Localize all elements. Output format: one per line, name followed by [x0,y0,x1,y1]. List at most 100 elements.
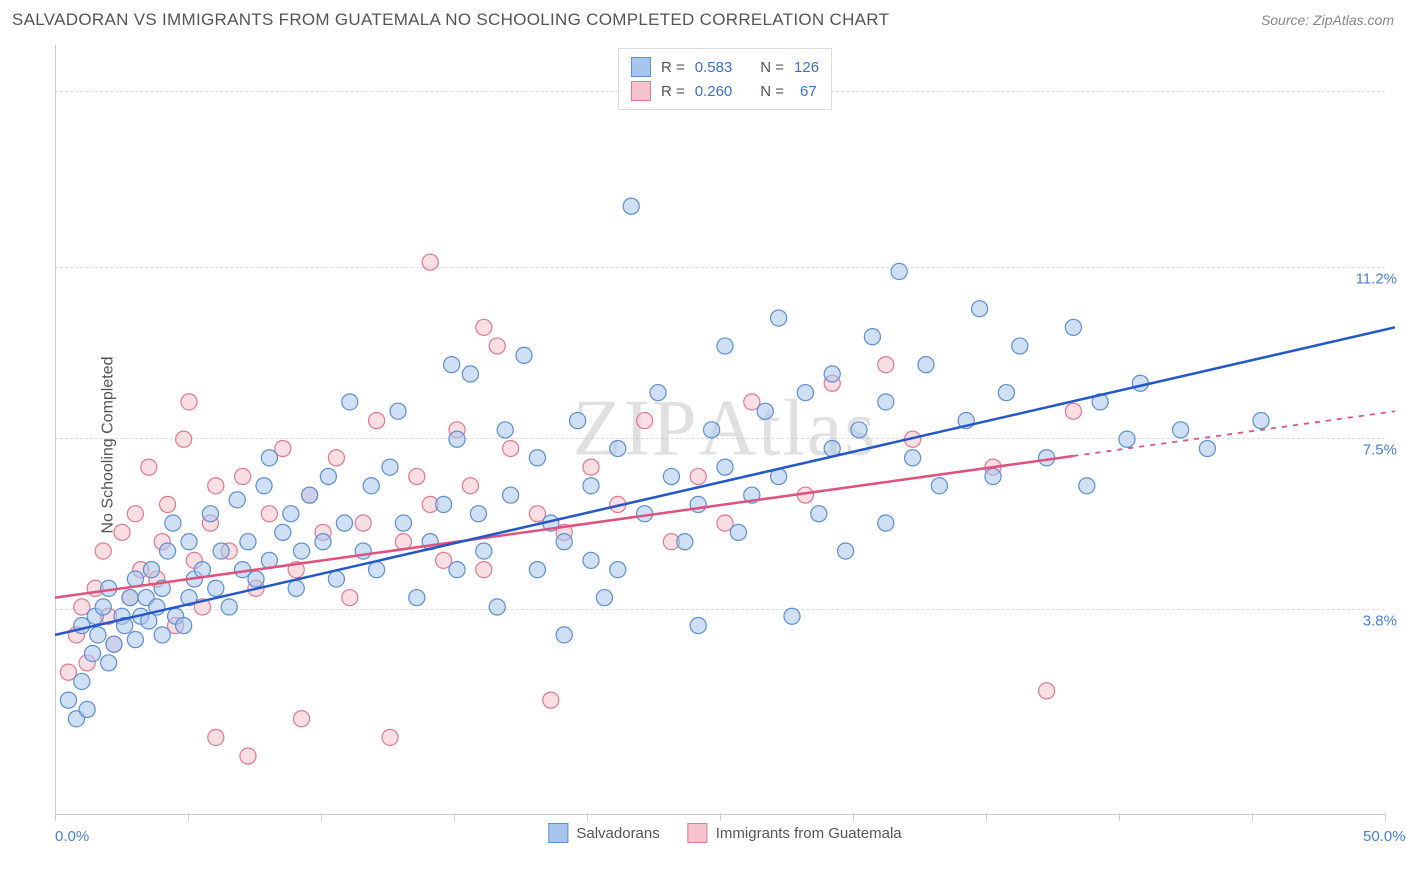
data-point [395,515,411,531]
data-point [240,534,256,550]
data-point [275,524,291,540]
data-point [422,254,438,270]
chart-title: SALVADORAN VS IMMIGRANTS FROM GUATEMALA … [12,10,889,30]
data-point [690,618,706,634]
data-point [583,552,599,568]
data-point [489,599,505,615]
data-point [1173,422,1189,438]
data-point [998,385,1014,401]
data-point [918,357,934,373]
data-point [202,506,218,522]
data-point [878,394,894,410]
data-point [1065,403,1081,419]
data-point [610,440,626,456]
regression-line [55,327,1395,635]
data-point [878,357,894,373]
data-point [283,506,299,522]
data-point [261,506,277,522]
data-point [503,487,519,503]
data-point [409,468,425,484]
data-point [159,496,175,512]
data-point [141,459,157,475]
data-point [208,729,224,745]
data-point [704,422,720,438]
data-point [1119,431,1135,447]
source-label: Source: ZipAtlas.com [1261,12,1394,28]
data-point [824,366,840,382]
data-point [529,562,545,578]
data-point [293,543,309,559]
data-point [369,413,385,429]
legend-item-blue: Salvadorans [548,823,659,843]
scatter-plot [55,45,1395,845]
data-point [878,515,894,531]
data-point [176,431,192,447]
data-point [497,422,513,438]
data-point [797,385,813,401]
legend-row-blue: R = 0.583 N = 126 [631,55,819,79]
correlation-legend: R = 0.583 N = 126 R = 0.260 N = 67 [618,48,832,110]
data-point [229,492,245,508]
data-point [784,608,800,624]
data-point [342,394,358,410]
data-point [1065,319,1081,335]
data-point [114,524,130,540]
data-point [213,543,229,559]
data-point [931,478,947,494]
data-point [891,263,907,279]
data-point [985,468,1001,484]
swatch-icon [548,823,568,843]
data-point [288,580,304,596]
data-point [476,562,492,578]
data-point [470,506,486,522]
data-point [1039,683,1055,699]
data-point [838,543,854,559]
data-point [181,394,197,410]
swatch-icon [688,823,708,843]
legend-item-pink: Immigrants from Guatemala [688,823,902,843]
data-point [355,515,371,531]
data-point [79,701,95,717]
data-point [677,534,693,550]
data-point [529,450,545,466]
data-point [127,506,143,522]
data-point [181,534,197,550]
data-point [543,692,559,708]
data-point [60,692,76,708]
data-point [476,319,492,335]
data-point [570,413,586,429]
data-point [556,534,572,550]
data-point [650,385,666,401]
data-point [369,562,385,578]
data-point [449,431,465,447]
data-point [503,440,519,456]
legend-row-pink: R = 0.260 N = 67 [631,79,819,103]
data-point [154,627,170,643]
data-point [623,198,639,214]
data-point [235,468,251,484]
data-point [444,357,460,373]
data-point [449,562,465,578]
data-point [328,450,344,466]
data-point [240,748,256,764]
data-point [556,627,572,643]
data-point [637,413,653,429]
data-point [74,673,90,689]
data-point [811,506,827,522]
data-point [261,450,277,466]
data-point [1012,338,1028,354]
data-point [221,599,237,615]
data-point [165,515,181,531]
data-point [127,632,143,648]
data-point [1253,413,1269,429]
data-point [84,645,100,661]
data-point [293,711,309,727]
data-point [90,627,106,643]
data-point [143,562,159,578]
data-point [972,301,988,317]
data-point [1199,440,1215,456]
data-point [336,515,352,531]
chart-area: No Schooling Completed 3.8%7.5%11.2% 0.0… [55,45,1395,845]
data-point [462,478,478,494]
swatch-icon [631,81,651,101]
